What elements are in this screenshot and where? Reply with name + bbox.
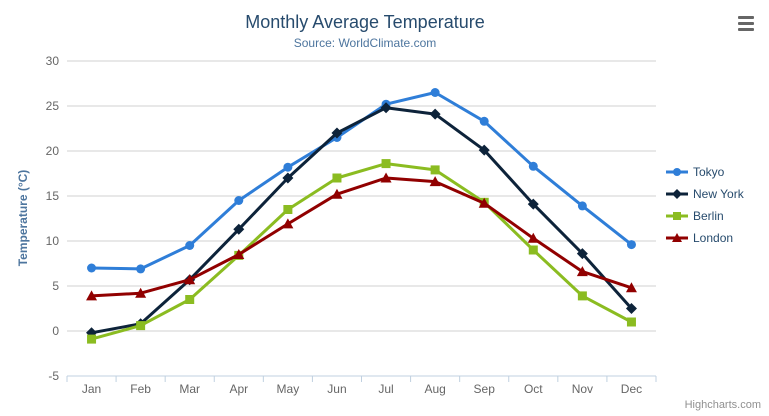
chart-subtitle: Source: WorldClimate.com	[293, 36, 437, 50]
data-point-new-york-may[interactable]	[282, 172, 294, 184]
data-point-tokyo-aug[interactable]	[430, 88, 440, 97]
x-axis-label: Mar	[179, 382, 201, 396]
data-point-new-york-nov[interactable]	[576, 248, 588, 260]
data-point-new-york-oct[interactable]	[527, 198, 539, 210]
y-axis-label: 0	[52, 324, 59, 338]
legend-marker-berlin[interactable]	[673, 212, 681, 220]
legend-label: New York	[693, 187, 744, 201]
series-line-berlin	[90, 162, 633, 341]
data-point-tokyo-jan[interactable]	[87, 263, 97, 273]
y-axis-label: 30	[45, 54, 59, 68]
data-point-london-mar[interactable]	[184, 274, 196, 285]
data-point-new-york-aug[interactable]	[429, 108, 441, 120]
highcharts-credit[interactable]: Highcharts.com	[684, 399, 761, 411]
data-point-new-york-jun[interactable]	[331, 127, 343, 139]
data-point-london-sep[interactable]	[478, 197, 490, 208]
berlin-legend-marker-icon	[666, 212, 688, 220]
x-axis-label: Nov	[571, 382, 594, 396]
data-point-tokyo-sep[interactable]	[479, 116, 489, 126]
data-point-new-york-apr[interactable]	[233, 223, 245, 235]
data-point-tokyo-may[interactable]	[283, 162, 293, 172]
legend-item-berlin[interactable]: Berlin	[666, 209, 744, 223]
data-point-tokyo-feb[interactable]	[136, 264, 146, 274]
series-line-london	[90, 176, 633, 298]
data-point-new-york-dec[interactable]	[625, 303, 637, 314]
data-point-berlin-aug[interactable]	[430, 165, 440, 175]
legend-marker-new-york[interactable]	[672, 189, 682, 199]
x-axis-label: Aug	[424, 382, 446, 396]
data-point-london-dec[interactable]	[625, 282, 637, 293]
data-point-berlin-jun[interactable]	[332, 173, 342, 183]
x-axis-label: Feb	[130, 382, 151, 396]
data-point-london-jan[interactable]	[86, 290, 98, 301]
y-axis-label: 10	[45, 234, 59, 248]
data-point-tokyo-apr[interactable]	[234, 196, 244, 205]
hamburger-bar	[738, 28, 754, 31]
data-point-berlin-nov[interactable]	[577, 291, 587, 301]
data-point-tokyo-mar[interactable]	[185, 241, 195, 250]
legend-label: Tokyo	[693, 165, 725, 179]
legend-marker-london[interactable]	[672, 233, 682, 242]
hamburger-bar	[738, 16, 754, 19]
x-axis-label: Dec	[620, 382, 643, 396]
data-point-london-may[interactable]	[282, 218, 294, 229]
data-point-tokyo-dec[interactable]	[626, 240, 636, 250]
x-axis-label: Apr	[229, 382, 249, 396]
x-axis-label: Sep	[473, 382, 495, 396]
legend: Tokyo New York Berlin London	[666, 165, 744, 245]
y-axis-label: 25	[45, 99, 59, 113]
series-line-new-york	[90, 106, 633, 335]
x-axis-label: Jul	[378, 382, 394, 396]
data-point-new-york-sep[interactable]	[478, 144, 490, 156]
data-point-berlin-may[interactable]	[283, 205, 293, 214]
data-point-london-jun[interactable]	[331, 188, 343, 199]
y-axis-label: 20	[45, 144, 59, 158]
x-axis-label: May	[276, 382, 300, 396]
chart-title: Monthly Average Temperature	[245, 12, 485, 32]
data-point-london-nov[interactable]	[576, 266, 588, 277]
data-point-berlin-feb[interactable]	[136, 321, 146, 331]
x-axis-label: Jun	[327, 382, 347, 396]
data-point-berlin-jan[interactable]	[87, 334, 97, 344]
legend-item-london[interactable]: London	[666, 231, 744, 245]
legend-label: Berlin	[693, 209, 724, 223]
hamburger-menu-icon[interactable]	[738, 16, 754, 31]
data-point-london-aug[interactable]	[429, 176, 441, 187]
data-point-berlin-oct[interactable]	[528, 245, 538, 255]
legend-item-tokyo[interactable]: Tokyo	[666, 165, 744, 179]
london-legend-marker-icon	[666, 233, 688, 242]
data-point-berlin-jul[interactable]	[381, 159, 391, 169]
tokyo-legend-marker-icon	[666, 168, 688, 176]
data-point-berlin-dec[interactable]	[626, 317, 636, 327]
data-point-london-apr[interactable]	[233, 249, 245, 259]
legend-label: London	[693, 231, 734, 245]
data-point-london-feb[interactable]	[135, 287, 147, 298]
data-point-berlin-mar[interactable]	[185, 295, 195, 304]
data-point-new-york-jul[interactable]	[380, 102, 392, 114]
x-axis-label: Oct	[523, 382, 543, 396]
y-axis-label: -5	[48, 369, 59, 383]
legend-item-new-york[interactable]: New York	[666, 187, 744, 201]
x-axis-label: Jan	[81, 382, 102, 396]
data-point-tokyo-oct[interactable]	[528, 161, 538, 171]
hamburger-bar	[738, 22, 754, 25]
new-york-legend-marker-icon	[666, 189, 688, 199]
y-axis-label: 15	[45, 189, 59, 203]
data-point-london-oct[interactable]	[527, 232, 539, 243]
legend-marker-tokyo[interactable]	[673, 168, 681, 176]
y-axis-label: 5	[52, 279, 59, 293]
data-point-london-jul[interactable]	[380, 172, 392, 183]
data-point-tokyo-nov[interactable]	[577, 201, 587, 211]
